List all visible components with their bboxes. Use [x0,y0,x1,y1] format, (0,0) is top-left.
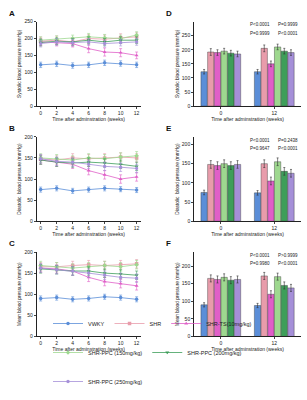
svg-text:0: 0 [219,225,222,231]
svg-text:4: 4 [71,110,74,116]
svg-text:100: 100 [24,291,33,297]
svg-text:Systolic blood pressure (mmHg): Systolic blood pressure (mmHg) [17,29,22,98]
svg-text:P<0.0001: P<0.0001 [278,146,298,151]
svg-text:50: 50 [27,312,33,318]
svg-text:P<0.0001: P<0.0001 [278,31,298,36]
svg-text:P=0.9980: P=0.9980 [250,261,270,266]
svg-text:P<0.0001: P<0.0001 [250,138,270,143]
svg-text:100: 100 [182,298,191,304]
svg-text:E: E [166,124,172,133]
svg-text:150: 150 [24,155,33,161]
svg-text:200: 200 [24,134,33,140]
svg-text:Time after adminstration (week: Time after adminstration (weeks) [211,346,284,352]
svg-text:100: 100 [182,180,191,186]
svg-text:Time after adminstration (week: Time after adminstration (weeks) [211,231,284,237]
svg-text:SHR-TS(10mg/kg): SHR-TS(10mg/kg) [206,321,251,327]
svg-text:200: 200 [24,35,33,41]
svg-text:0: 0 [219,340,222,346]
svg-text:Diastolic blood pressure (mmH: Diastolic blood pressure (mmHg) [17,143,22,215]
svg-text:200: 200 [24,249,33,255]
svg-text:Time after adminstration (week: Time after adminstration (weeks) [52,346,125,352]
svg-text:0: 0 [30,218,33,224]
svg-text:D: D [166,9,172,18]
svg-text:0: 0 [187,218,190,224]
svg-text:10: 10 [118,340,124,346]
svg-text:8: 8 [103,225,106,231]
svg-text:0: 0 [39,225,42,231]
svg-text:50: 50 [185,316,191,322]
svg-text:100: 100 [24,69,33,75]
svg-text:2: 2 [55,110,58,116]
svg-text:12: 12 [271,340,277,346]
svg-text:50: 50 [185,199,191,205]
svg-text:250: 250 [182,32,191,38]
svg-text:100: 100 [182,75,191,81]
svg-text:P=0.9999: P=0.9999 [278,22,298,27]
svg-text:150: 150 [182,61,191,67]
svg-text:Time after adminstration (week: Time after adminstration (weeks) [211,116,284,122]
svg-text:150: 150 [182,280,191,286]
svg-text:150: 150 [182,160,191,166]
svg-text:SHR-PPC (250mg/kg): SHR-PPC (250mg/kg) [88,379,142,385]
svg-text:0: 0 [30,333,33,339]
svg-text:P=0.9999: P=0.9999 [250,31,270,36]
svg-text:6: 6 [87,110,90,116]
svg-text:10: 10 [118,225,124,231]
svg-text:P<0.0001: P<0.0001 [278,261,298,266]
svg-text:0: 0 [39,110,42,116]
svg-text:0: 0 [187,103,190,109]
svg-text:Time after adminstration (week: Time after adminstration (weeks) [52,231,125,237]
svg-text:0: 0 [39,340,42,346]
svg-text:SHR-PPC (150mg/kg): SHR-PPC (150mg/kg) [88,350,142,356]
svg-text:A: A [9,9,15,18]
svg-text:C: C [9,239,15,248]
svg-text:P=0.9647: P=0.9647 [250,146,270,151]
svg-text:Mean blood pressure (mmHg): Mean blood pressure (mmHg) [175,262,180,326]
svg-text:8: 8 [103,340,106,346]
svg-text:4: 4 [71,340,74,346]
svg-text:50: 50 [27,86,33,92]
svg-text:12: 12 [134,340,140,346]
svg-text:0: 0 [219,110,222,116]
svg-text:P>0.9999: P>0.9999 [278,253,298,258]
svg-text:12: 12 [134,225,140,231]
svg-text:12: 12 [271,110,277,116]
svg-text:SHR-PPC (200mg/kg): SHR-PPC (200mg/kg) [187,350,241,356]
svg-text:6: 6 [87,340,90,346]
svg-text:10: 10 [118,110,124,116]
svg-text:250: 250 [24,18,33,24]
svg-text:B: B [9,124,15,133]
svg-text:6: 6 [87,225,90,231]
svg-text:P<0.0001: P<0.0001 [250,22,270,27]
svg-text:8: 8 [103,110,106,116]
svg-text:Systolic blood pressure (mmHg): Systolic blood pressure (mmHg) [175,29,180,98]
svg-text:0: 0 [30,103,33,109]
svg-text:2: 2 [55,225,58,231]
svg-text:150: 150 [24,270,33,276]
svg-text:200: 200 [182,263,191,269]
svg-text:0: 0 [187,333,190,339]
svg-text:150: 150 [24,52,33,58]
svg-text:SHR: SHR [150,321,162,327]
svg-text:12: 12 [271,225,277,231]
svg-text:2: 2 [55,340,58,346]
svg-text:50: 50 [185,89,191,95]
svg-text:F: F [166,239,171,248]
svg-text:100: 100 [24,176,33,182]
svg-text:200: 200 [182,47,191,53]
svg-text:VWKY: VWKY [88,321,105,327]
svg-text:Time after adminstration (week: Time after adminstration (weeks) [52,116,125,122]
svg-text:200: 200 [182,141,191,147]
svg-text:12: 12 [134,110,140,116]
svg-text:4: 4 [71,225,74,231]
svg-text:P=0.2438: P=0.2438 [278,138,298,143]
svg-text:Diastolic blood pressure (mmH: Diastolic blood pressure (mmHg) [175,143,180,215]
svg-text:Mean blood pressure (mmHg): Mean blood pressure (mmHg) [17,262,22,326]
svg-text:P<0.0001: P<0.0001 [250,253,270,258]
svg-text:50: 50 [27,197,33,203]
